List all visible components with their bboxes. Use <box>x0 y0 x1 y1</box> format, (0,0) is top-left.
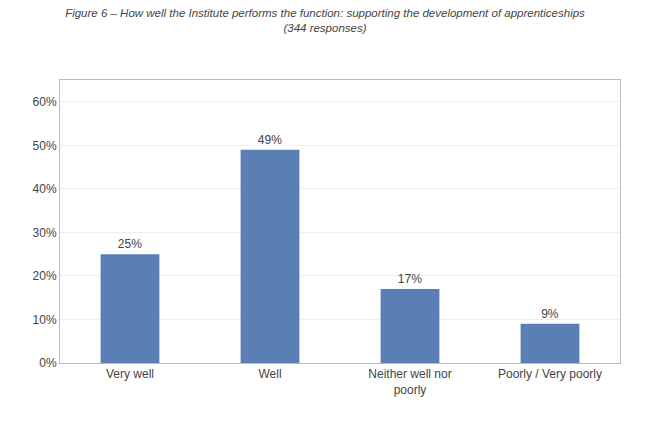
svg-text:9%: 9% <box>541 307 559 321</box>
svg-text:25%: 25% <box>118 237 142 251</box>
svg-text:50%: 50% <box>33 139 57 153</box>
svg-text:Very well: Very well <box>106 367 154 381</box>
svg-text:Poorly / Very poorly: Poorly / Very poorly <box>498 367 602 381</box>
svg-text:0%: 0% <box>39 356 57 370</box>
svg-text:30%: 30% <box>33 226 57 240</box>
svg-text:40%: 40% <box>33 182 57 196</box>
svg-text:10%: 10% <box>33 313 57 327</box>
svg-text:Well: Well <box>258 367 281 381</box>
svg-text:49%: 49% <box>258 133 282 147</box>
svg-text:20%: 20% <box>33 269 57 283</box>
svg-text:60%: 60% <box>33 95 57 109</box>
svg-text:Figure 6 – How well the Instit: Figure 6 – How well the Institute perfor… <box>65 7 585 34</box>
svg-text:Neither well norpoorly: Neither well norpoorly <box>368 367 451 397</box>
svg-text:17%: 17% <box>398 272 422 286</box>
